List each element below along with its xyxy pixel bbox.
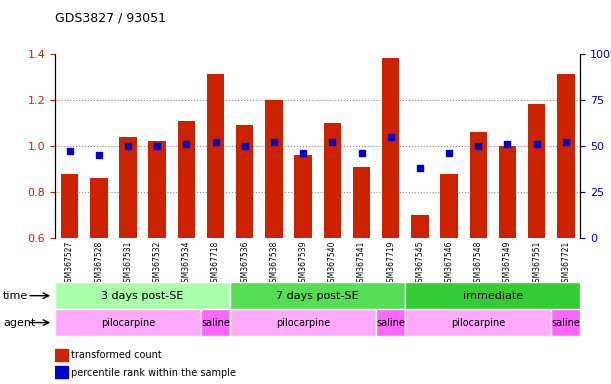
Text: 3 days post-SE: 3 days post-SE [101, 291, 184, 301]
Text: GSM367549: GSM367549 [503, 240, 512, 287]
Bar [236, 125, 254, 238]
Bar [324, 123, 341, 238]
Text: GSM367546: GSM367546 [445, 240, 453, 287]
Text: GDS3827 / 93051: GDS3827 / 93051 [55, 12, 166, 25]
Point [503, 141, 513, 147]
Bar [441, 174, 458, 238]
Bar [557, 74, 574, 238]
Bar [382, 58, 400, 238]
Point [181, 141, 191, 147]
Text: saline: saline [201, 318, 230, 328]
FancyBboxPatch shape [55, 309, 201, 336]
Text: GSM367718: GSM367718 [211, 240, 220, 286]
Bar [528, 104, 546, 238]
Text: GSM367527: GSM367527 [65, 240, 74, 287]
Bar [295, 155, 312, 238]
Bar [178, 121, 195, 238]
Bar [411, 215, 429, 238]
Text: GSM367536: GSM367536 [240, 240, 249, 287]
Text: GSM367534: GSM367534 [182, 240, 191, 287]
FancyBboxPatch shape [230, 282, 405, 309]
Bar [499, 146, 516, 238]
Text: GSM367721: GSM367721 [562, 240, 570, 286]
Text: pilocarpine: pilocarpine [451, 318, 505, 328]
Bar [207, 74, 224, 238]
Text: GSM367538: GSM367538 [269, 240, 279, 287]
Bar [148, 141, 166, 238]
Text: GSM367540: GSM367540 [328, 240, 337, 287]
Text: GSM367532: GSM367532 [153, 240, 162, 287]
Point [211, 139, 221, 145]
Text: GSM367528: GSM367528 [94, 240, 103, 286]
Bar [55, 349, 68, 361]
Point [415, 165, 425, 171]
Point [152, 143, 162, 149]
Text: agent: agent [3, 318, 35, 328]
Text: pilocarpine: pilocarpine [101, 318, 155, 328]
Point [474, 143, 483, 149]
Text: saline: saline [376, 318, 405, 328]
FancyBboxPatch shape [376, 309, 405, 336]
Point [444, 150, 454, 156]
Bar [353, 167, 370, 238]
Text: time: time [3, 291, 28, 301]
Text: GSM367551: GSM367551 [532, 240, 541, 287]
Point [386, 134, 395, 140]
Text: GSM367531: GSM367531 [123, 240, 133, 287]
FancyBboxPatch shape [551, 309, 580, 336]
Text: pilocarpine: pilocarpine [276, 318, 331, 328]
Text: GSM367719: GSM367719 [386, 240, 395, 287]
Bar [61, 174, 78, 238]
Bar [469, 132, 487, 238]
Text: transformed count: transformed count [71, 350, 161, 360]
FancyBboxPatch shape [230, 309, 376, 336]
Text: saline: saline [551, 318, 580, 328]
Bar [55, 366, 68, 379]
Point [123, 143, 133, 149]
Bar [265, 100, 283, 238]
Point [357, 150, 367, 156]
Point [298, 150, 308, 156]
Point [269, 139, 279, 145]
Point [94, 152, 104, 158]
Text: GSM367545: GSM367545 [415, 240, 425, 287]
Text: GSM367539: GSM367539 [299, 240, 307, 287]
Point [561, 139, 571, 145]
Text: immediate: immediate [463, 291, 523, 301]
Text: GSM367541: GSM367541 [357, 240, 366, 287]
Point [240, 143, 250, 149]
Text: GSM367548: GSM367548 [474, 240, 483, 287]
Text: percentile rank within the sample: percentile rank within the sample [71, 367, 236, 377]
FancyBboxPatch shape [201, 309, 230, 336]
Bar [90, 178, 108, 238]
Bar [119, 137, 137, 238]
FancyBboxPatch shape [55, 282, 230, 309]
Point [65, 148, 75, 154]
FancyBboxPatch shape [405, 282, 580, 309]
FancyBboxPatch shape [405, 309, 551, 336]
Text: 7 days post-SE: 7 days post-SE [276, 291, 359, 301]
Point [532, 141, 541, 147]
Point [327, 139, 337, 145]
